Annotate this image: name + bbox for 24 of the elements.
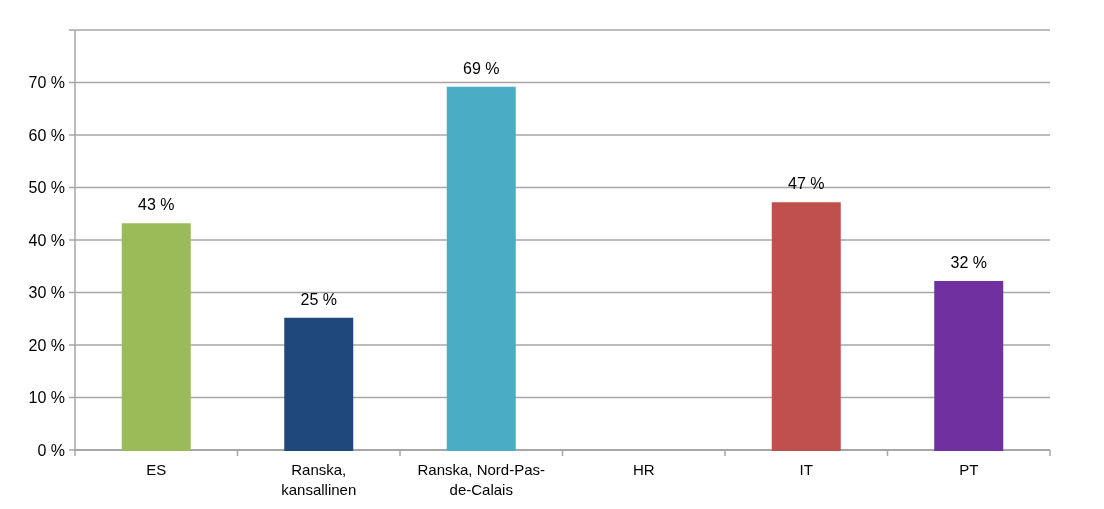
data-label: 43 % (138, 196, 175, 214)
y-tick-label: 50 % (28, 179, 65, 197)
x-tick-label: IT (799, 461, 813, 478)
data-label: 47 % (788, 175, 825, 193)
y-tick-label: 30 % (28, 284, 65, 302)
bar (121, 223, 191, 451)
x-tick-label: ES (146, 461, 167, 478)
bar (934, 281, 1004, 451)
x-tick-label: Ranska, Nord-Pas-de-Calais (417, 461, 546, 498)
data-label: 69 % (463, 59, 500, 77)
x-tick-label: PT (959, 461, 979, 478)
y-tick-label: 0 % (37, 441, 65, 459)
bar (771, 202, 841, 451)
y-tick-label: 10 % (28, 389, 65, 407)
x-tick-label: HR (632, 461, 655, 478)
y-tick-label: 60 % (28, 126, 65, 144)
bar (284, 317, 354, 451)
bar (446, 86, 516, 451)
data-label: 25 % (300, 290, 337, 308)
y-tick-label: 20 % (28, 336, 65, 354)
x-tick-label: Ranska, kansallinen (281, 461, 357, 498)
y-tick-label: 40 % (28, 231, 65, 249)
data-label: 32 % (950, 254, 987, 271)
y-tick-label: 70 % (28, 74, 65, 92)
